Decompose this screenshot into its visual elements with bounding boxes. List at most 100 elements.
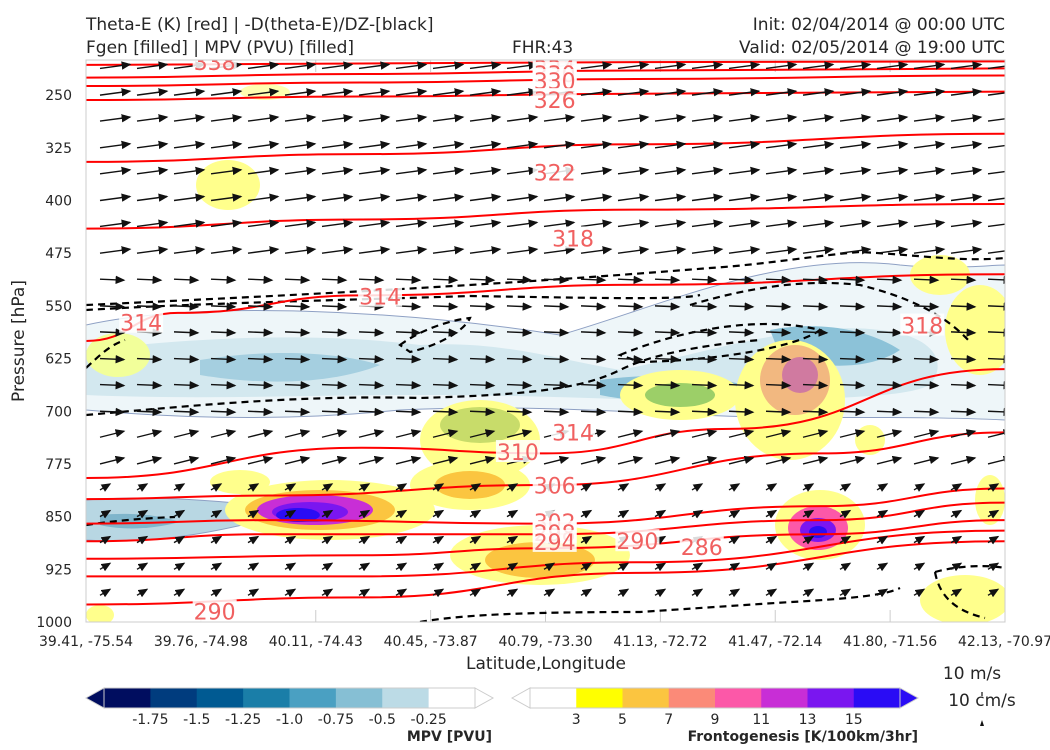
wind-arrow bbox=[358, 328, 385, 337]
x-tick-label: 39.76, -74.98 bbox=[154, 634, 248, 650]
wind-arrow bbox=[321, 140, 354, 150]
wind-arrow bbox=[691, 114, 724, 123]
wind-arrow bbox=[99, 219, 132, 228]
wind-arrow bbox=[321, 509, 334, 519]
wind-arrow bbox=[876, 246, 909, 255]
wind-arrow bbox=[432, 483, 445, 492]
wind-arrow bbox=[839, 562, 852, 572]
wind-arrow bbox=[321, 88, 354, 97]
fgen-colorbar: 3 5 7 9 11 13 15 Frontogenesis [K/100km/3hr] bbox=[510, 687, 920, 745]
wind-arrow bbox=[802, 407, 829, 417]
wind-arrow bbox=[913, 562, 926, 572]
wind-arrow bbox=[432, 275, 459, 285]
wind-arrow bbox=[247, 381, 274, 390]
wind-arrow bbox=[210, 562, 223, 572]
wind-arrow bbox=[839, 166, 872, 176]
wind-arrow bbox=[543, 246, 576, 255]
wind-arrow bbox=[987, 483, 1000, 492]
wind-arrow bbox=[284, 246, 317, 255]
wind-arrow bbox=[321, 219, 354, 228]
wind-arrow bbox=[691, 302, 718, 311]
wind-arrow bbox=[691, 483, 704, 492]
wind-arrow bbox=[876, 328, 903, 337]
wind-arrow bbox=[173, 509, 186, 519]
theta-e-label: 326 bbox=[534, 89, 576, 114]
wind-arrow bbox=[876, 219, 909, 228]
wind-arrow bbox=[469, 407, 496, 417]
wind-arrow bbox=[506, 562, 519, 572]
colorbar-tick: -1.25 bbox=[225, 712, 261, 728]
wind-arrow bbox=[728, 355, 755, 364]
theta-e-contour-326 bbox=[86, 90, 1005, 102]
wind-arrow bbox=[432, 302, 459, 311]
wind-arrow bbox=[395, 114, 428, 123]
wind-arrow bbox=[247, 166, 280, 176]
wind-arrow bbox=[617, 407, 644, 417]
colorbar-segment bbox=[668, 688, 716, 708]
wind-arrow bbox=[617, 429, 644, 438]
wind-arrow bbox=[580, 219, 613, 228]
wind-arrow bbox=[876, 429, 903, 438]
wind-arrow bbox=[728, 140, 761, 150]
wind-arrow bbox=[765, 509, 778, 519]
wind-arrow bbox=[136, 455, 163, 465]
wind-arrow bbox=[506, 535, 519, 545]
wind-arrow bbox=[950, 61, 983, 70]
wind-arrow bbox=[395, 407, 422, 417]
wind-arrow bbox=[765, 535, 778, 545]
colorbar-tick: 7 bbox=[664, 712, 673, 728]
theta-e-label: 314 bbox=[359, 286, 401, 311]
wind-arrow bbox=[432, 588, 445, 598]
wind-arrow bbox=[617, 562, 630, 572]
theta-e-label-bg bbox=[551, 420, 596, 443]
wind-arrow bbox=[395, 455, 422, 465]
colorbar-segment bbox=[196, 688, 244, 708]
theta-e-label: 322 bbox=[534, 161, 576, 186]
wind-arrow bbox=[506, 483, 519, 492]
wind-arrow bbox=[728, 302, 755, 311]
wind-arrow bbox=[432, 509, 445, 519]
wind-arrow bbox=[432, 114, 465, 123]
wind-arrow bbox=[691, 193, 724, 202]
wind-arrow bbox=[173, 246, 206, 255]
wind-arrow bbox=[543, 140, 576, 150]
wind-arrow bbox=[802, 88, 835, 97]
colorbar-tick: 3 bbox=[572, 712, 581, 728]
wind-scale-arrow-lower bbox=[980, 720, 984, 726]
wind-arrow bbox=[210, 302, 237, 311]
wind-arrow bbox=[987, 429, 1005, 438]
wind-arrow bbox=[136, 61, 169, 70]
wind-vectors bbox=[99, 61, 1005, 598]
wind-arrow bbox=[506, 61, 539, 70]
wind-arrow bbox=[469, 114, 502, 123]
wind-arrow bbox=[469, 88, 502, 97]
wind-arrow bbox=[765, 588, 778, 598]
wind-arrow bbox=[432, 407, 459, 417]
wind-arrow bbox=[802, 219, 835, 228]
wind-arrow bbox=[358, 483, 371, 492]
wind-arrow bbox=[839, 302, 866, 311]
wind-arrow bbox=[469, 328, 496, 337]
wind-arrow bbox=[284, 302, 311, 311]
wind-arrow bbox=[284, 455, 311, 465]
x-tick-label: 42.13, -70.97 bbox=[958, 634, 1050, 650]
wind-arrow bbox=[321, 275, 348, 285]
wind-arrow bbox=[136, 429, 163, 438]
wind-arrow bbox=[839, 275, 866, 285]
wind-arrow bbox=[802, 246, 835, 255]
wind-arrow bbox=[802, 355, 829, 364]
wind-arrow bbox=[691, 275, 718, 285]
theta-e-label: 286 bbox=[681, 536, 723, 561]
wind-arrow bbox=[876, 535, 889, 545]
wind-arrow bbox=[765, 88, 798, 97]
wind-arrow bbox=[802, 455, 829, 465]
theta-e-labels: 3383343303303263223183183143143143103063… bbox=[119, 60, 945, 622]
wind-arrow bbox=[950, 455, 977, 465]
wind-arrow bbox=[432, 140, 465, 150]
wind-arrow bbox=[321, 355, 348, 364]
colorbar-segment bbox=[335, 688, 383, 708]
wind-arrow bbox=[802, 509, 815, 519]
wind-arrow bbox=[136, 246, 169, 255]
wind-arrow bbox=[580, 61, 613, 70]
wind-arrow bbox=[136, 588, 149, 598]
